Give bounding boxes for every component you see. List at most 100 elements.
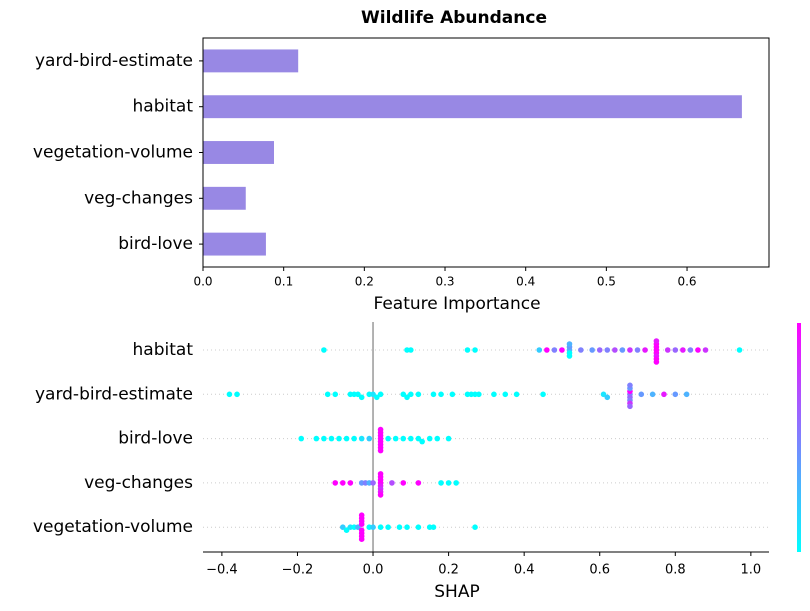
shap-point xyxy=(687,347,694,353)
shap-point xyxy=(653,359,660,365)
x-tick-label: 0.2 xyxy=(355,275,374,289)
shap-point xyxy=(672,347,679,353)
shap-point xyxy=(642,347,648,353)
x-tick-label: 0.5 xyxy=(597,275,616,289)
shap-point xyxy=(612,347,618,353)
shap-point xyxy=(366,435,373,442)
x-tick-label: 0.4 xyxy=(514,563,535,578)
shap-point xyxy=(377,524,384,530)
shap-point xyxy=(634,347,641,353)
shap-point xyxy=(736,347,743,353)
shap-point xyxy=(377,471,384,477)
shap-point xyxy=(415,524,422,530)
shap-point xyxy=(419,438,425,445)
shap-point xyxy=(434,435,441,442)
x-tick-label: 0.3 xyxy=(435,275,454,289)
shap-point xyxy=(589,347,595,353)
shap-point xyxy=(453,480,459,486)
shap-point xyxy=(627,403,633,410)
shap-point xyxy=(377,447,384,454)
shap-point xyxy=(438,480,444,486)
shap-point xyxy=(702,347,709,353)
shap-point xyxy=(377,492,384,498)
shap-point xyxy=(351,435,357,442)
shap-point xyxy=(664,347,671,353)
shap-point xyxy=(430,524,437,530)
shap-point xyxy=(339,480,346,486)
shap-point xyxy=(578,347,584,353)
bar xyxy=(203,49,299,73)
shap-point xyxy=(385,435,391,442)
shap-point xyxy=(472,347,478,353)
x-tick-label: 0.6 xyxy=(677,275,696,289)
shap-point xyxy=(408,391,414,398)
bar xyxy=(203,186,246,210)
shap-point xyxy=(536,347,543,353)
shap-point xyxy=(400,480,407,486)
shap-point xyxy=(355,391,361,398)
shap-point xyxy=(653,338,660,344)
shap-point xyxy=(392,435,399,442)
shap-point xyxy=(313,435,320,442)
shap-point xyxy=(680,347,686,353)
bar xyxy=(203,141,274,164)
shap-point xyxy=(339,524,346,530)
shap-point xyxy=(426,435,433,442)
shap-point xyxy=(472,524,478,530)
x-tick-label: 0.1 xyxy=(274,275,293,289)
shap-point xyxy=(234,391,240,398)
x-axis-label: Feature Importance xyxy=(373,294,540,314)
x-tick-label: 0.2 xyxy=(438,563,459,578)
shap-point xyxy=(328,435,335,442)
x-tick-label: 0.4 xyxy=(516,275,535,289)
shap-point xyxy=(355,524,361,530)
shap-point xyxy=(358,536,365,542)
shap-point xyxy=(385,524,391,530)
bar xyxy=(203,95,742,119)
shap-point xyxy=(661,391,667,398)
y-tick-label: bird-love xyxy=(118,429,193,449)
shap-point xyxy=(408,347,414,353)
shap-point xyxy=(491,391,497,398)
shap-point xyxy=(404,394,410,401)
shap-point xyxy=(321,435,327,442)
shap-point xyxy=(445,435,452,442)
colorbar xyxy=(797,323,801,552)
y-tick-label: bird-love xyxy=(118,234,193,254)
shap-point xyxy=(438,391,444,398)
shap-point xyxy=(404,524,410,530)
shap-point xyxy=(566,353,573,359)
shap-point xyxy=(627,382,633,389)
y-tick-label: veg-changes xyxy=(84,188,193,208)
shap-point xyxy=(449,391,456,398)
chart-title: Wildlife Abundance xyxy=(361,8,547,28)
shap-point xyxy=(400,435,407,442)
x-tick-label: 0.0 xyxy=(363,563,384,578)
y-tick-label: vegetation-volume xyxy=(33,517,193,537)
shap-point xyxy=(374,394,380,401)
shap-point xyxy=(298,435,305,442)
y-tick-label: habitat xyxy=(133,340,194,360)
shap-point xyxy=(513,391,520,398)
shap-point xyxy=(370,524,376,530)
shap-point xyxy=(396,524,403,530)
shap-point xyxy=(672,391,679,398)
shap-point xyxy=(358,512,365,518)
y-tick-label: yard-bird-estimate xyxy=(35,51,193,71)
x-tick-label: 0.0 xyxy=(193,275,212,289)
x-tick-label: −0.2 xyxy=(282,563,314,578)
shap-point xyxy=(370,391,376,398)
shap-point xyxy=(464,347,471,353)
shap-point xyxy=(377,426,384,433)
shap-point xyxy=(476,391,482,398)
shap-point xyxy=(343,435,350,442)
y-tick-label: vegetation-volume xyxy=(33,143,193,163)
x-tick-label: 0.6 xyxy=(589,563,610,578)
shap-point xyxy=(445,480,452,486)
shap-point xyxy=(502,391,509,398)
plot-frame xyxy=(202,37,770,268)
shap-point xyxy=(408,435,414,442)
shap-point xyxy=(649,391,656,398)
shap-point xyxy=(332,480,339,486)
shap-point xyxy=(596,347,603,353)
